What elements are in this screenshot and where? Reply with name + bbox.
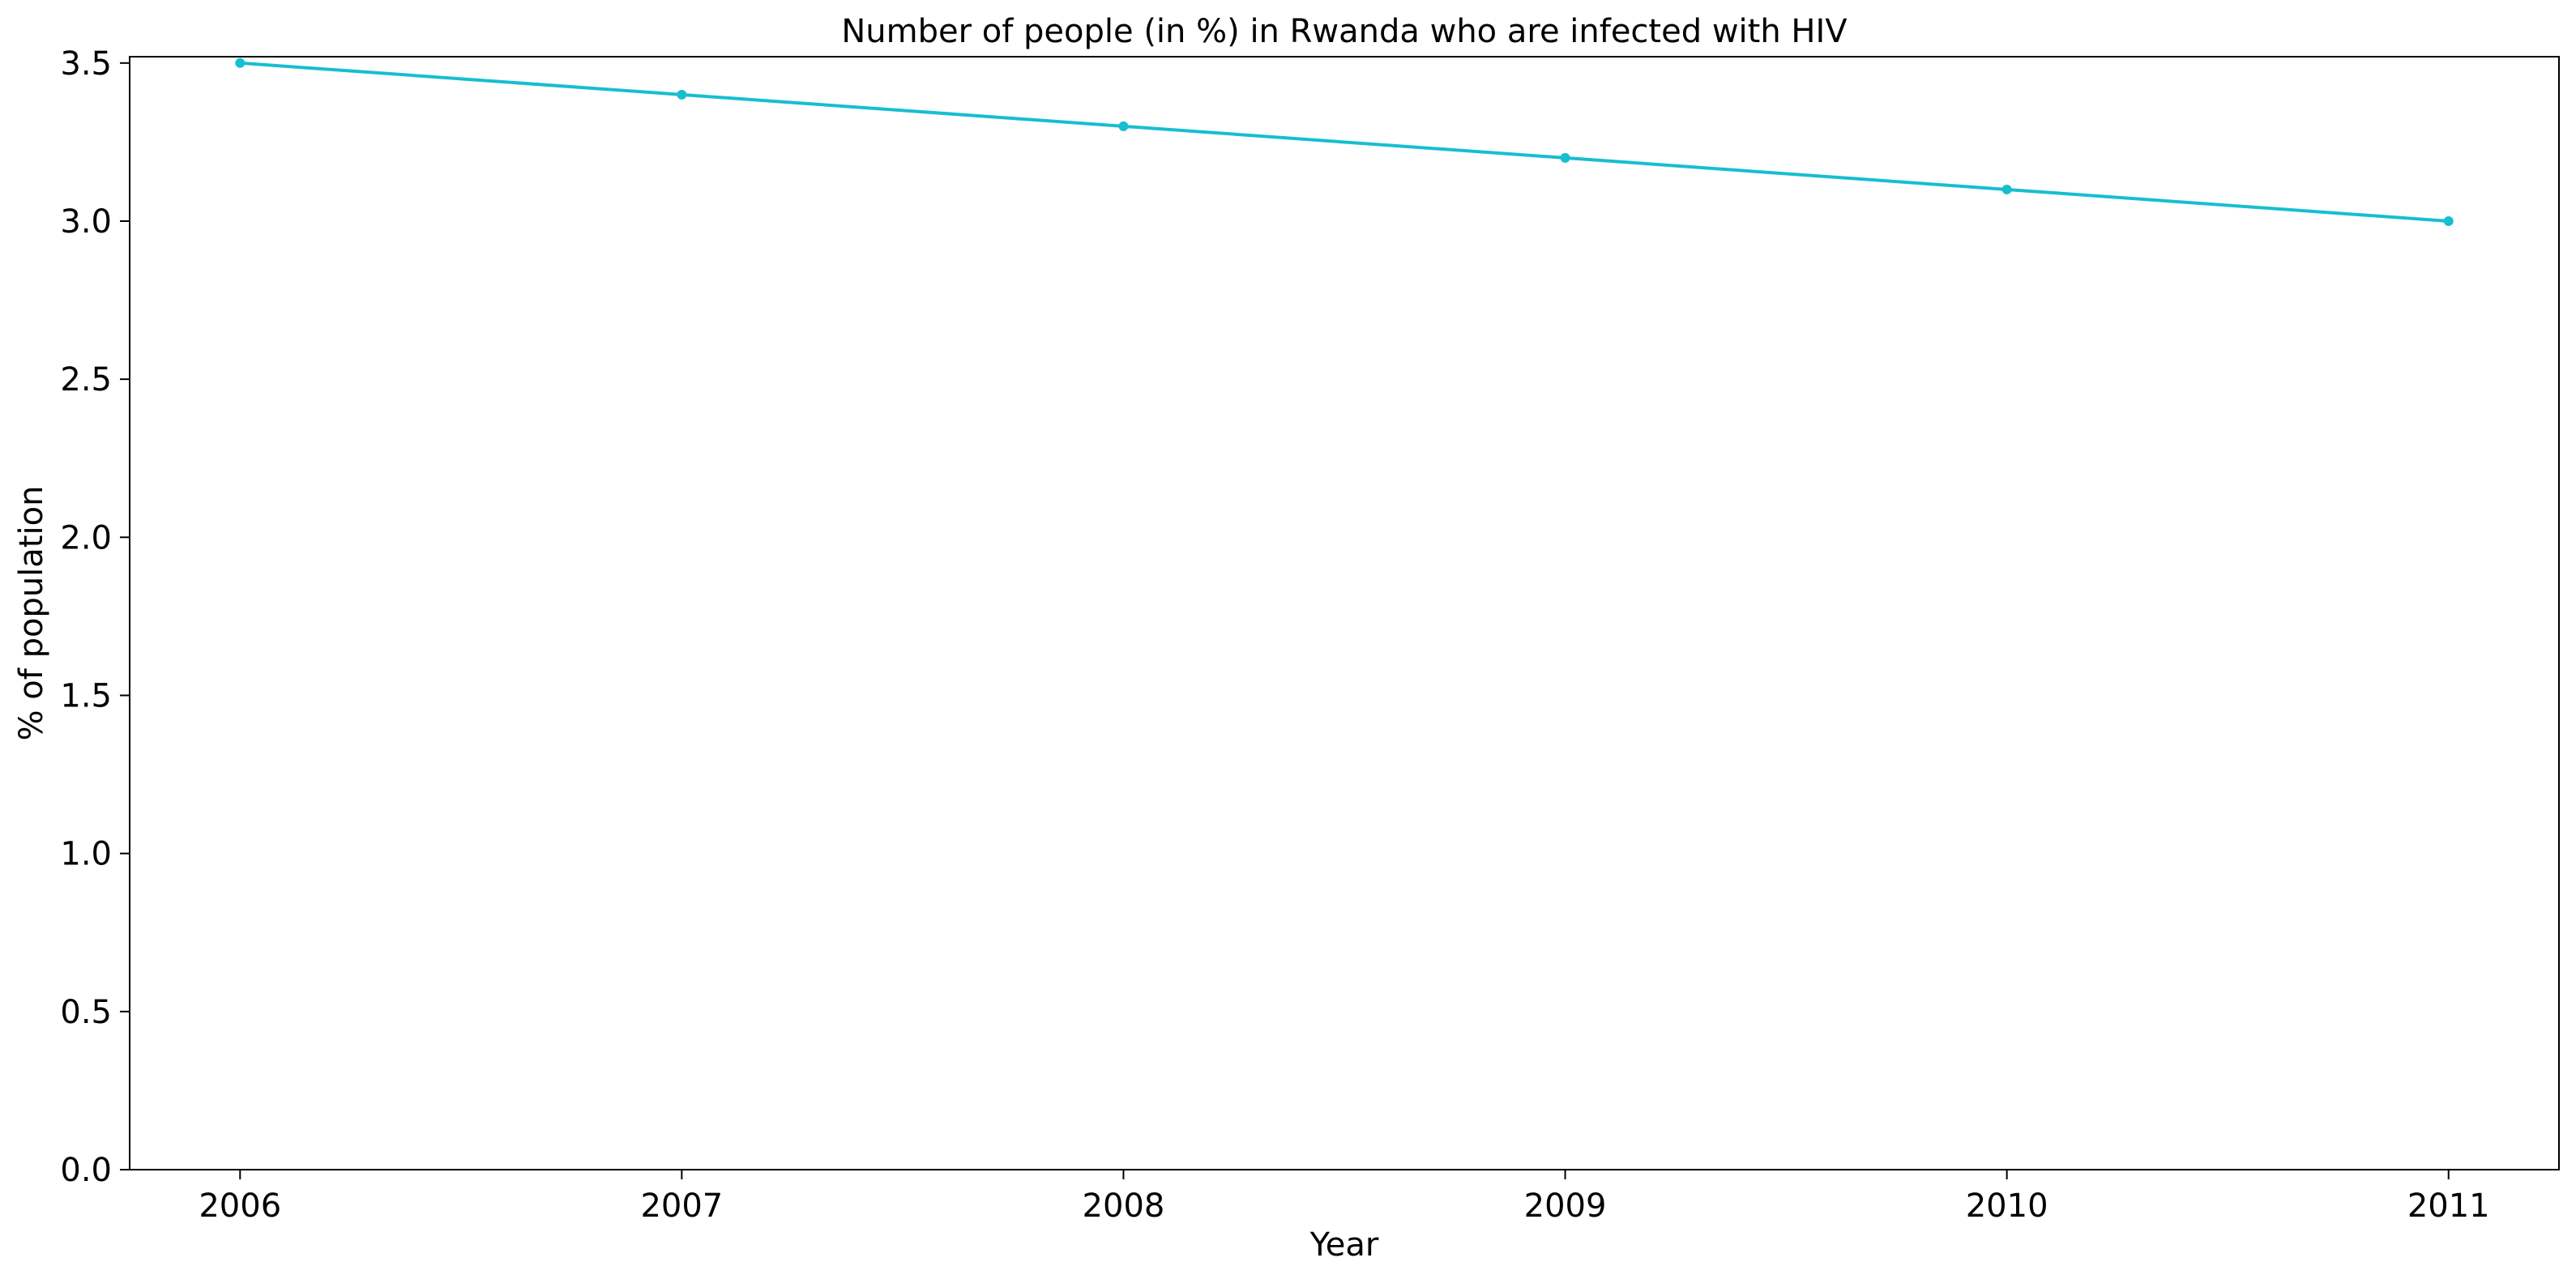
data-point-2006 bbox=[235, 58, 246, 68]
data-point-2009 bbox=[1560, 152, 1570, 163]
y-tick-label: 2.0 bbox=[60, 519, 112, 556]
x-tick-label: 2006 bbox=[199, 1187, 281, 1225]
series-line bbox=[240, 61, 2449, 223]
y-tick-label: 0.5 bbox=[60, 994, 112, 1031]
x-tick-label: 2007 bbox=[640, 1187, 723, 1225]
y-tick-label: 2.5 bbox=[60, 361, 112, 399]
x-tick-label: 2009 bbox=[1524, 1187, 1607, 1225]
y-axis-ticks: 0.0 0.5 1.0 1.5 2.0 2.5 3.0 3.5 bbox=[60, 45, 130, 1189]
y-tick-label: 3.5 bbox=[60, 45, 112, 83]
y-tick-label: 1.0 bbox=[60, 836, 112, 873]
data-point-2010 bbox=[2001, 184, 2012, 194]
x-axis-ticks: 2006 2007 2008 2009 2010 2011 bbox=[199, 1170, 2490, 1225]
x-tick-label: 2010 bbox=[1966, 1187, 2048, 1225]
data-point-2007 bbox=[677, 89, 687, 100]
data-point-2011 bbox=[2443, 215, 2454, 226]
y-axis-title: % of population bbox=[13, 486, 50, 741]
y-tick-label: 0.0 bbox=[60, 1152, 112, 1189]
data-point-2008 bbox=[1118, 121, 1129, 131]
series-layer bbox=[235, 58, 2454, 226]
plot-area-frame bbox=[129, 56, 2560, 1170]
chart-title: Number of people (in %) in Rwanda who ar… bbox=[841, 13, 1848, 50]
x-tick-label: 2008 bbox=[1083, 1187, 1165, 1225]
x-axis-title: Year bbox=[1309, 1226, 1379, 1264]
y-tick-label: 1.5 bbox=[60, 677, 112, 714]
x-tick-label: 2011 bbox=[2407, 1187, 2490, 1225]
y-tick-label: 3.0 bbox=[60, 203, 112, 241]
